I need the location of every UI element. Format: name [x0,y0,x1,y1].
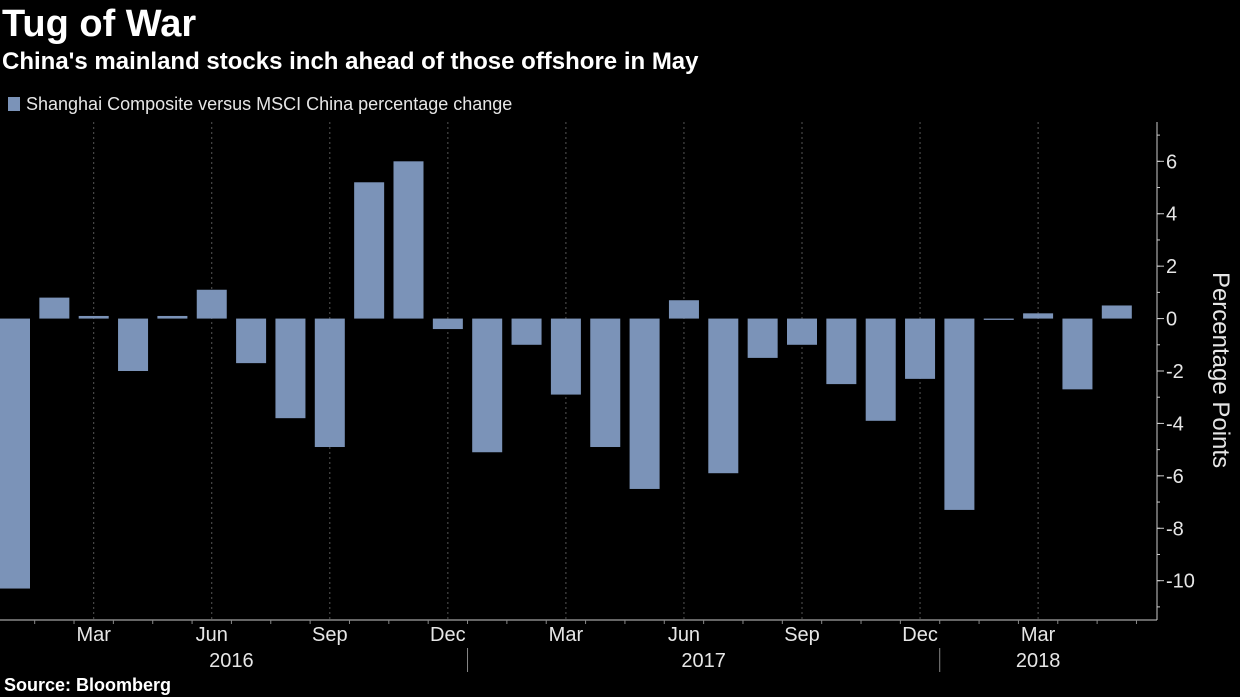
x-tick-label: Dec [430,624,466,646]
bars [0,161,1132,589]
source-note: Source: Bloomberg [4,675,172,695]
bar [393,161,424,319]
bar [787,318,817,345]
y-tick-label: -2 [1166,361,1184,383]
bar [1023,313,1054,319]
bar [196,289,227,319]
legend-swatch [8,97,20,111]
y-tick-label: -10 [1166,571,1195,593]
x-tick-label: Jun [196,624,228,646]
bar [944,318,975,510]
legend-label: Shanghai Composite versus MSCI China per… [26,93,513,114]
bar [550,318,581,395]
chart-title: Tug of War [2,3,197,45]
bar [472,318,503,453]
y-tick-label: -4 [1166,413,1184,435]
x-tick-label: Mar [549,624,584,646]
bar [708,318,739,474]
x-tick-label: Dec [902,624,938,646]
y-axis-label: Percentage Points [1207,272,1234,468]
grid-lines [93,122,1039,620]
bar [629,318,660,489]
y-tick-label: -6 [1166,466,1184,488]
bar [826,318,857,385]
bar [432,318,463,330]
legend: Shanghai Composite versus MSCI China per… [8,92,512,116]
bar [590,318,621,448]
y-tick-label: 4 [1166,204,1177,226]
x-tick-label: Sep [312,624,348,646]
bar [668,300,699,319]
year-label: 2018 [1016,650,1061,672]
y-tick-label: -8 [1166,518,1184,540]
x-tick-label: Sep [784,624,820,646]
x-tick-label: Mar [1021,624,1056,646]
bar [354,182,385,319]
y-tick-label: 0 [1166,309,1177,331]
x-tick-label: Mar [76,624,111,646]
year-label: 2017 [681,650,726,672]
bar [275,318,306,419]
bar [0,318,30,589]
y-tick-label: 2 [1166,256,1177,278]
axes: 6 4 2 0 -2 -4 -6 -8 -10 Mar Jun Sep Dec Mar Jun Sep Dec M… [0,122,1195,672]
bar [511,318,542,345]
bar [78,315,109,319]
x-tick-label: Jun [668,624,700,646]
bar [236,318,267,364]
bar [39,297,70,319]
y-tick-label: 6 [1166,151,1177,173]
bar [905,318,936,379]
bar [865,318,896,421]
bar [314,318,345,448]
bar [747,318,778,358]
bar [1062,318,1093,390]
bar [118,318,149,371]
bar [157,315,188,319]
bar [1101,305,1132,319]
year-label: 2016 [209,650,254,672]
bar [983,318,1014,320]
chart-subtitle: China's mainland stocks inch ahead of th… [2,48,699,75]
